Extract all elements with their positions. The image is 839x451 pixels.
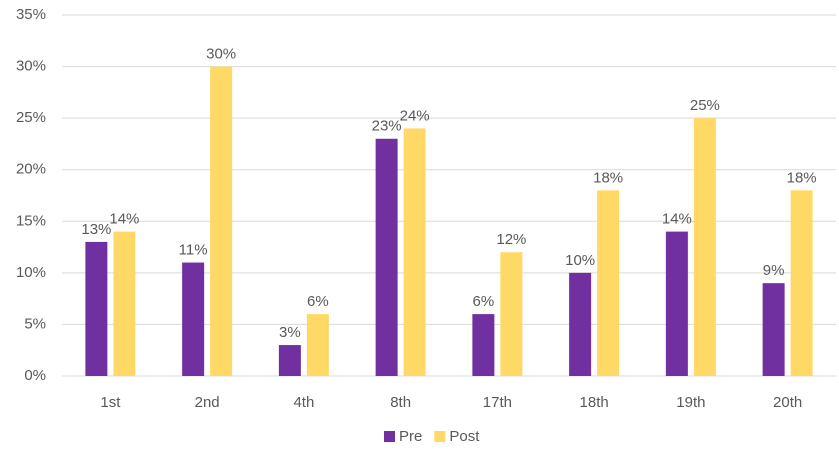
x-tick-label: 4th [293,394,314,411]
x-tick-label: 18th [580,394,609,411]
bar [85,241,108,376]
bar [375,138,398,376]
x-tick-label: 19th [676,394,705,411]
bar [403,128,426,376]
data-label: 25% [690,97,720,114]
data-label: 23% [372,118,402,135]
bar [569,272,592,376]
bar [597,190,620,376]
bar [182,262,205,376]
data-label: 13% [81,221,111,238]
bar [665,231,688,376]
y-tick-label: 15% [16,212,46,229]
legend-swatch [384,431,395,442]
y-tick-label: 25% [16,109,46,126]
y-tick-label: 20% [16,161,46,178]
bar [790,190,813,376]
data-label: 11% [179,242,208,259]
data-label: 18% [787,169,817,186]
y-tick-label: 30% [16,58,46,75]
x-tick-label: 2nd [195,394,220,411]
data-label: 12% [496,231,526,248]
legend-label: Post [449,428,480,445]
y-tick-label: 0% [24,367,46,384]
y-tick-label: 35% [16,6,46,23]
bar [113,231,136,376]
x-tick-label: 17th [483,394,512,411]
bar [762,283,785,376]
legend-swatch [434,431,446,442]
bar [306,314,329,376]
y-tick-label: 5% [24,315,46,332]
data-label: 3% [279,324,301,341]
data-label: 30% [206,46,236,63]
data-label: 14% [662,211,692,228]
data-label: 24% [400,107,430,124]
y-tick-label: 10% [16,264,46,281]
data-label: 6% [473,293,495,310]
bar [500,252,523,376]
bar [278,345,301,376]
bar [693,118,716,377]
data-label: 14% [109,211,139,228]
bar [210,66,233,377]
x-tick-label: 20th [773,394,802,411]
bar [472,314,495,376]
x-tick-label: 1st [100,394,121,411]
data-label: 9% [763,262,785,279]
legend-label: Pre [399,428,422,445]
data-label: 18% [593,169,623,186]
data-label: 6% [307,293,329,310]
x-tick-label: 8th [390,394,411,411]
data-label: 10% [565,252,595,269]
